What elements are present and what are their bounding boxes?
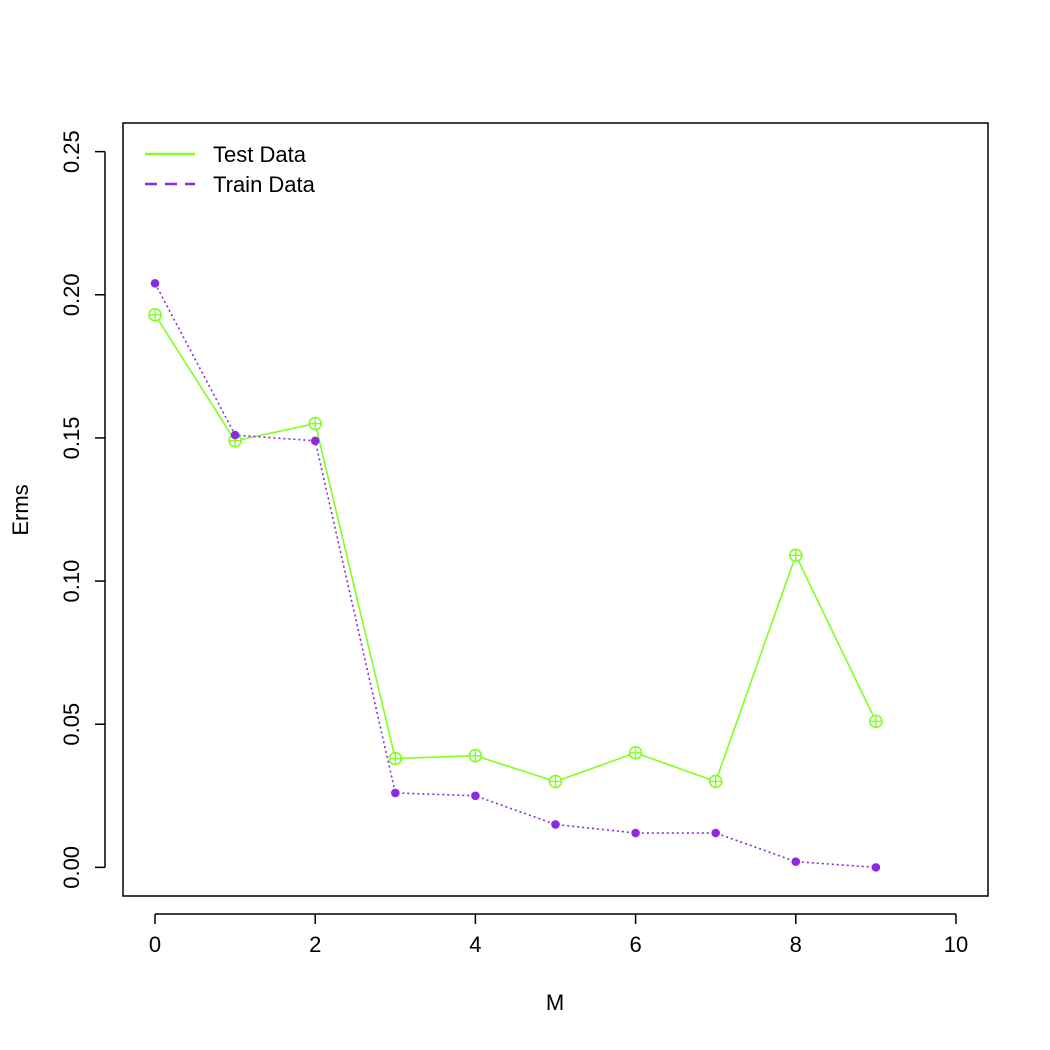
y-tick-label: 0.10: [59, 560, 84, 603]
x-axis-label: M: [546, 990, 564, 1015]
plot-frame: [122, 122, 989, 897]
data-point: [310, 436, 320, 446]
data-point: [871, 863, 881, 872]
data-point: [308, 416, 323, 431]
legend-label: Train Data: [213, 172, 316, 197]
data-point: [391, 788, 400, 798]
x-tick-label: 4: [469, 932, 481, 957]
y-tick-label: 0.15: [59, 417, 84, 460]
series-train-data: [150, 279, 881, 872]
series-line: [154, 282, 876, 869]
y-axis-label: Erms: [8, 484, 33, 535]
y-tick-label: 0.25: [59, 130, 84, 173]
x-tick-label: 6: [629, 932, 641, 957]
data-point: [471, 791, 480, 801]
y-tick-label: 0.00: [59, 846, 84, 889]
x-tick-label: 0: [149, 932, 161, 957]
x-tick-label: 8: [790, 932, 802, 957]
legend-label: Test Data: [213, 142, 307, 167]
data-point: [230, 430, 240, 440]
y-tick-label: 0.05: [59, 703, 84, 746]
series-line: [154, 314, 877, 783]
data-point: [388, 751, 403, 766]
series-layer: [148, 279, 883, 872]
legend-item-test-data: Test Data: [145, 142, 307, 167]
data-point: [150, 279, 160, 288]
data-point: [708, 774, 723, 789]
data-point: [148, 308, 162, 322]
data-point: [631, 828, 640, 838]
data-point: [548, 774, 563, 789]
data-point: [551, 820, 560, 829]
y-tick-label: 0.20: [59, 273, 84, 316]
data-point: [468, 748, 483, 763]
data-point: [628, 746, 643, 760]
legend: Test Data Train Data: [145, 142, 316, 197]
data-point: [791, 857, 801, 866]
x-tick-label: 2: [309, 932, 321, 957]
x-axis: 0 2 4 6 8 10: [149, 913, 968, 957]
y-axis: 0.00 0.05 0.10 0.15 0.20 0.25: [59, 130, 106, 889]
data-point: [788, 548, 803, 563]
legend-item-train-data: Train Data: [145, 172, 316, 197]
series-test-data: [148, 308, 883, 789]
data-point: [869, 714, 883, 729]
x-tick-label: 10: [944, 932, 968, 957]
data-point: [711, 828, 720, 838]
